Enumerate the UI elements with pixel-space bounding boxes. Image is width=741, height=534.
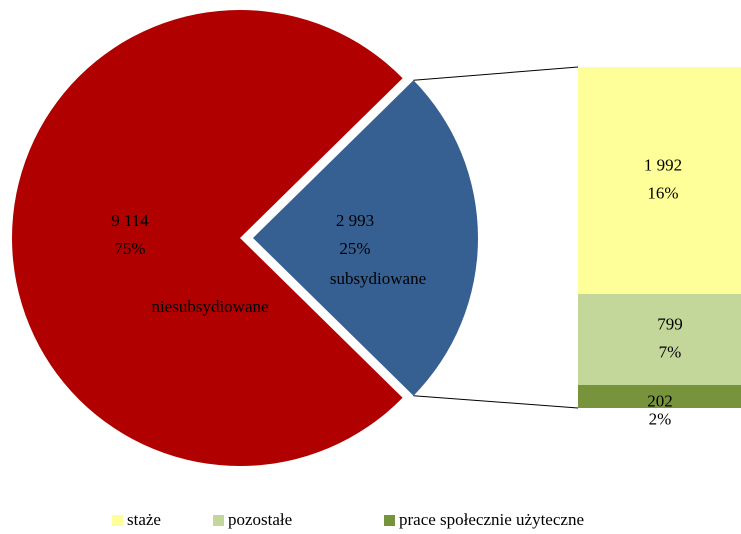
- category-label: niesubsydiowane: [151, 297, 268, 316]
- percent-label: 75%: [114, 239, 145, 258]
- percent-label: 7%: [659, 342, 682, 361]
- pie-slice: [12, 9, 403, 467]
- legend-swatch: [384, 515, 395, 526]
- bar-segment: [578, 384, 741, 408]
- legend-label: pozostałe: [228, 510, 292, 529]
- legend-label: staże: [127, 510, 161, 529]
- value-label: 799: [657, 314, 683, 333]
- percent-label: 2%: [649, 409, 672, 428]
- connector: [413, 66, 579, 81]
- percent-label: 25%: [339, 239, 370, 258]
- value-label: 2 993: [336, 211, 374, 230]
- value-label: 9 114: [111, 211, 149, 230]
- bar-segment: [578, 293, 741, 385]
- connector: [413, 395, 579, 409]
- pie-slice: [253, 80, 478, 396]
- value-label: 1 992: [644, 155, 682, 174]
- legend-label: prace społecznie użyteczne: [399, 510, 584, 529]
- legend-swatch: [213, 515, 224, 526]
- category-label: subsydiowane: [330, 269, 426, 288]
- legend-swatch: [112, 515, 123, 526]
- percent-label: 16%: [647, 183, 678, 202]
- value-label: 202: [647, 391, 673, 410]
- bar-segment: [578, 67, 741, 294]
